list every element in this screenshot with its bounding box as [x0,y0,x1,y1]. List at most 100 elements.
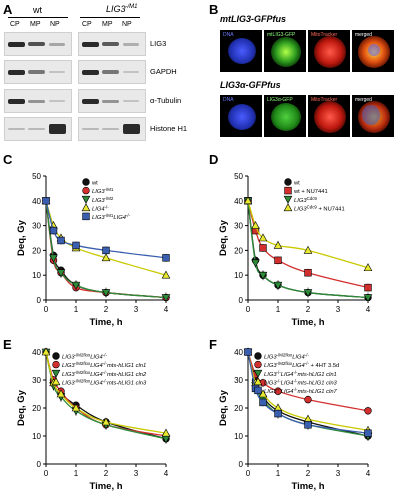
data-point [274,387,282,395]
data-point [364,407,372,415]
chart-panel-e: 0 10 20 30 40 0 1 2 3 4 Deq, Gy Time, h LIG3-/M2flox… [16,347,171,492]
legend-label: LIG3-/M1LIG4-/- [92,213,131,222]
x-tick-label: 3 [134,469,139,478]
blot-histone-mutant [78,117,146,141]
chart-panel-f: 0 10 20 30 40 0 1 2 3 4 Deq, Gy Time, h LIG3-/M2flox… [218,347,373,492]
y-tick-label: 30 [234,376,243,385]
data-point [161,428,171,437]
x-tick-label: 2 [104,469,109,478]
data-point [363,294,373,303]
x-axis-title: Time, h [291,481,324,492]
data-point [57,236,65,245]
microscopy-title-mtlig3: mtLIG3-GFPfus [220,14,287,24]
legend-label: LIG3-/M2floxLIG4-/-mts-hLIG1 cln2 [62,369,147,378]
micrograph-dna: DNA [220,95,262,137]
x-tick-label: 4 [164,305,169,314]
data-point [102,246,110,255]
legend-label: LIG3-/M1 [92,187,114,196]
data-point [274,409,282,418]
data-point [101,417,111,426]
data-point [42,197,50,205]
lane-label: CP [82,21,92,28]
y-tick-label: 20 [234,246,243,255]
blot-lig3-wt [4,32,72,56]
group-underline-lig3 [80,17,140,18]
data-point [71,403,81,412]
legend-marker [51,369,61,378]
legend-marker [51,377,61,386]
blot-tubulin-wt [4,89,72,113]
y-tick-label: 40 [32,197,41,206]
y-tick-label: 0 [37,296,42,305]
legend-marker [283,195,293,204]
y-tick-label: 40 [234,197,243,206]
series-line [247,200,369,299]
lane-label: MP [102,21,113,28]
legend-marker [283,203,293,212]
legend-marker [82,186,90,195]
blot-histone-wt [4,117,72,141]
y-axis-title: Deq, Gy [218,389,229,426]
legend-label: LIG3-/M2floxLIG4-/- [264,352,309,361]
data-point [71,281,81,290]
legend-label: LIG3-/M2floxLIG4-/-mts-hLIG1 cln1 [62,361,146,370]
legend-label: LIG3-/-LIG4-/-mts-hLIG1 cln1 [264,369,337,378]
y-tick-label: 10 [234,271,243,280]
series-line [247,200,369,269]
data-point [258,233,268,242]
x-tick-label: 1 [276,305,281,314]
blot-row-label-gapdh: GAPDH [150,67,177,76]
data-point [72,241,80,250]
legend-marker [82,212,90,221]
data-point [243,196,253,205]
blot-gapdh-mutant [78,60,146,84]
x-tick-label: 1 [74,305,79,314]
x-axis-title: Time, h [89,317,122,328]
panel-label-c: C [3,152,13,167]
panel-label-a: A [3,2,13,17]
data-point [251,259,260,268]
data-point [274,256,282,265]
y-axis-title: Deq, Gy [16,219,27,256]
y-axis-title: Deq, Gy [218,219,229,256]
data-point [273,281,283,290]
data-point [304,395,312,404]
group-label-lig3: LIG3-/M1 [106,4,138,14]
series-line [45,200,167,299]
blot-gapdh-wt [4,60,72,84]
blot-row-label-lig3: LIG3 [150,39,167,48]
group-label-wt: wt [33,5,42,15]
data-point [251,220,260,229]
data-point [56,389,66,398]
micrograph-gfp: LIG3α-GFP [264,95,306,137]
data-point [273,240,283,249]
legend-label: wt [91,181,98,187]
legend-marker [253,377,263,386]
x-tick-label: 3 [336,305,341,314]
blot-row-label-tubulin: α-Tubulin [150,96,182,105]
data-point [161,294,171,303]
legend-marker [81,195,91,204]
panel-label-e: E [3,337,12,352]
panel-label-d: D [209,152,219,167]
micrograph-merged: merged [352,95,394,137]
x-tick-label: 3 [134,305,139,314]
legend-label: LIG3-/M2 [92,195,114,204]
panel-label-b: B [209,2,219,17]
x-tick-label: 2 [104,305,109,314]
legend-label: LIG4-/- [92,204,109,213]
legend-label: LIG3-/-LIG4-/-mts-hLIG1 cln3 [264,378,338,387]
legend-label: LIG3Cdc9 + NU7441 [294,204,345,213]
legend-label: LIG3-/M2floxLIG4-/-mts-hLIG1 cln3 [62,378,147,387]
x-tick-label: 1 [74,469,79,478]
data-point [244,348,252,356]
legend-marker [81,203,91,212]
data-point [364,429,372,437]
y-tick-label: 30 [32,376,41,385]
micrograph-mitotracker: MitoTracker [308,30,350,72]
data-point [259,244,267,252]
micrograph-gfp: mtLIG3-GFP [264,30,306,72]
legend-marker [52,352,60,360]
data-point [303,245,313,254]
